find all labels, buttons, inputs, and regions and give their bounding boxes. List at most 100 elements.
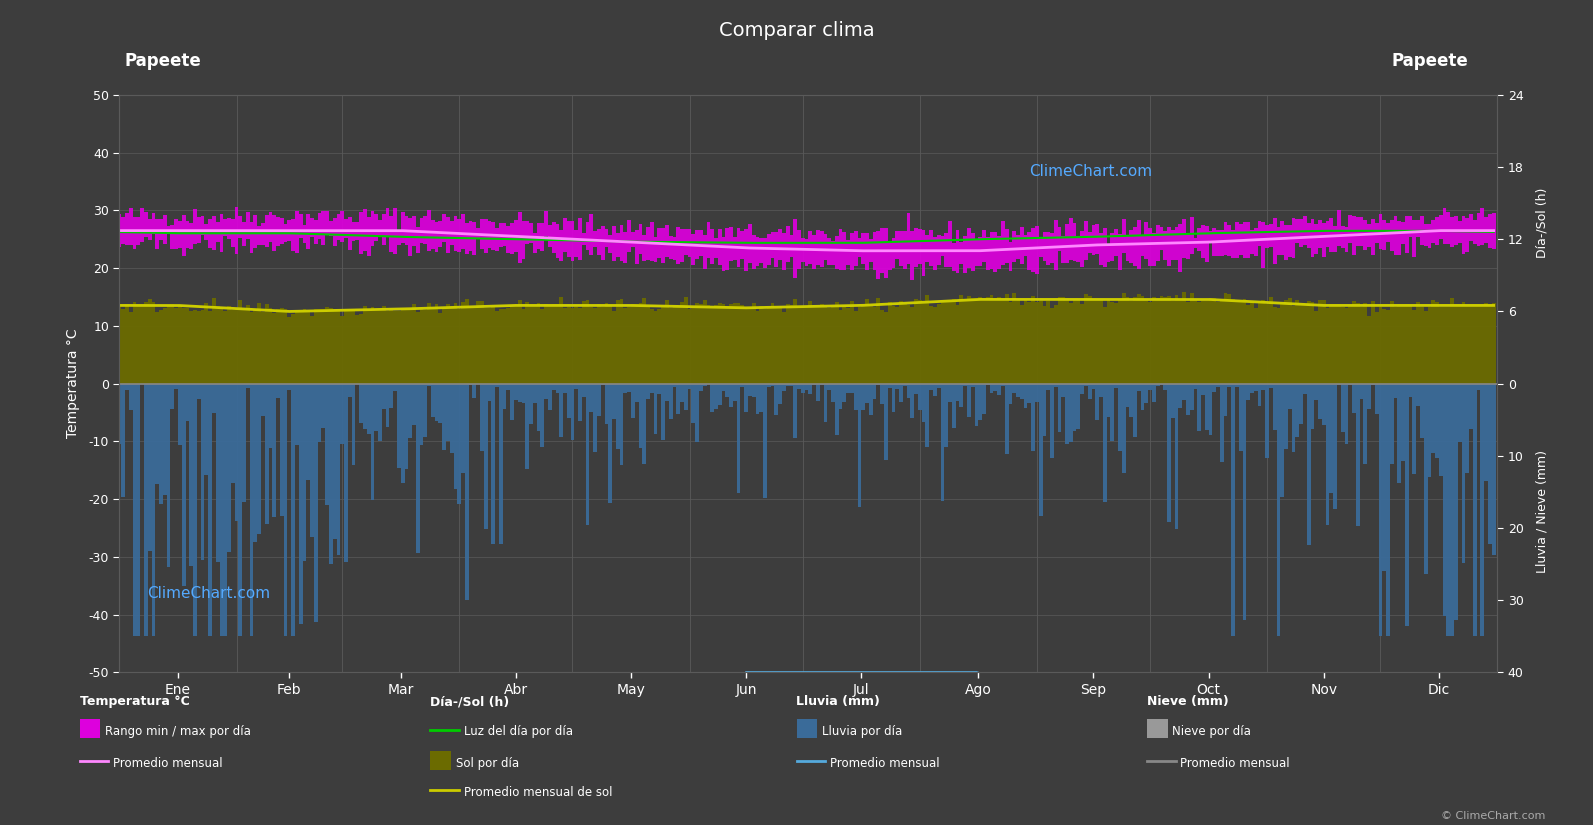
Bar (672, 305, 677, 384)
Bar (476, 301, 479, 384)
Bar (994, 299, 997, 384)
Bar (401, 310, 405, 384)
Bar (507, 226, 510, 253)
Bar (892, 238, 895, 268)
Bar (760, 384, 763, 412)
Bar (1405, 216, 1408, 253)
Bar (567, 308, 570, 384)
Bar (691, 234, 695, 265)
Bar (710, 229, 714, 264)
Bar (570, 308, 575, 384)
Bar (854, 384, 857, 410)
Bar (1174, 384, 1179, 529)
Bar (228, 218, 231, 239)
Bar (680, 302, 683, 384)
Bar (1016, 299, 1020, 384)
Bar (1027, 384, 1031, 403)
Bar (1397, 384, 1402, 483)
Bar (1254, 229, 1258, 256)
Bar (1446, 307, 1450, 384)
Bar (1402, 305, 1405, 384)
Bar (1311, 384, 1314, 428)
Bar (487, 384, 491, 401)
Bar (495, 229, 499, 251)
Bar (556, 384, 559, 394)
Bar (940, 301, 945, 384)
Bar (540, 309, 545, 384)
Bar (1027, 302, 1031, 384)
Bar (242, 309, 245, 384)
Bar (793, 299, 796, 384)
Bar (1077, 384, 1080, 429)
Bar (325, 307, 330, 384)
Bar (688, 384, 691, 389)
Bar (1330, 304, 1333, 384)
Bar (261, 223, 264, 245)
Bar (884, 312, 887, 384)
Bar (725, 229, 730, 270)
Bar (562, 384, 567, 393)
Bar (827, 238, 832, 265)
Bar (1050, 233, 1055, 263)
Bar (1102, 307, 1107, 384)
Bar (371, 211, 374, 247)
Bar (1432, 300, 1435, 384)
Bar (1383, 219, 1386, 251)
Bar (804, 306, 809, 384)
Bar (647, 384, 650, 398)
Bar (167, 305, 170, 384)
Bar (683, 298, 688, 384)
Bar (779, 307, 782, 384)
Bar (562, 219, 567, 252)
Bar (1055, 384, 1058, 387)
Bar (170, 304, 174, 384)
Bar (1408, 216, 1413, 238)
Bar (126, 384, 129, 390)
Bar (303, 225, 306, 243)
Bar (843, 233, 846, 270)
Bar (1157, 225, 1160, 261)
Bar (1330, 384, 1333, 493)
Bar (1016, 384, 1020, 397)
Bar (881, 309, 884, 384)
Bar (616, 299, 620, 384)
Bar (838, 309, 843, 384)
Bar (352, 222, 355, 242)
Bar (1220, 384, 1223, 462)
Bar (835, 236, 838, 269)
Bar (760, 238, 763, 263)
Bar (1171, 229, 1174, 260)
Bar (432, 220, 435, 249)
Bar (1005, 229, 1008, 263)
Bar (1397, 221, 1402, 255)
Bar (162, 308, 167, 384)
Bar (790, 384, 793, 386)
Bar (771, 232, 774, 258)
Bar (245, 212, 250, 238)
Bar (1031, 228, 1035, 272)
Bar (1438, 307, 1443, 384)
Bar (358, 384, 363, 423)
Bar (330, 308, 333, 384)
Bar (1088, 384, 1091, 399)
Bar (454, 304, 457, 384)
Bar (1179, 299, 1182, 384)
Bar (132, 302, 137, 384)
Bar (1367, 384, 1372, 409)
Bar (1352, 384, 1356, 412)
Bar (1344, 384, 1348, 445)
Bar (515, 384, 518, 399)
Bar (922, 230, 926, 276)
Bar (1190, 217, 1193, 254)
Bar (1129, 301, 1133, 384)
Bar (1273, 218, 1276, 264)
Bar (1454, 304, 1458, 384)
Bar (250, 384, 253, 636)
Bar (854, 232, 857, 266)
Bar (1039, 237, 1042, 257)
Bar (895, 384, 898, 389)
Bar (959, 242, 964, 264)
Bar (556, 224, 559, 258)
Bar (956, 384, 959, 401)
Bar (258, 304, 261, 384)
